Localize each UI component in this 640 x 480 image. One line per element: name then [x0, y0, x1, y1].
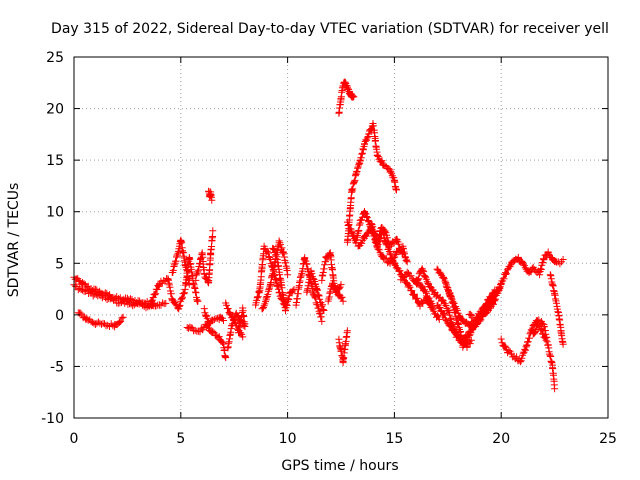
x-tick-label: 5	[176, 431, 185, 447]
plot-frame	[73, 56, 609, 419]
x-axis-label: GPS time / hours	[281, 458, 398, 474]
y-tick-label: 10	[46, 205, 64, 221]
grid-lines	[74, 57, 608, 418]
axis-ticks: 0 5 10 15 20 25 -10 -5 0 5 10 15 20 25	[41, 50, 617, 447]
y-tick-label: -5	[50, 359, 64, 375]
y-axis-label: SDTVAR / TECUs	[6, 183, 22, 298]
y-tick-label: 0	[55, 308, 64, 324]
sdtvar-point-markers	[70, 78, 567, 393]
x-tick-label: 10	[279, 431, 297, 447]
y-tick-label: 15	[46, 153, 64, 169]
y-tick-label: 20	[46, 102, 64, 118]
x-tick-label: 0	[70, 431, 79, 447]
y-tick-label: -10	[41, 411, 64, 427]
chart-title: Day 315 of 2022, Sidereal Day-to-day VTE…	[51, 21, 609, 37]
x-tick-label: 25	[599, 431, 617, 447]
x-tick-label: 15	[385, 431, 403, 447]
x-tick-label: 20	[492, 431, 510, 447]
data-points	[70, 78, 567, 393]
y-tick-label: 5	[55, 256, 64, 272]
y-tick-label: 25	[46, 50, 64, 66]
